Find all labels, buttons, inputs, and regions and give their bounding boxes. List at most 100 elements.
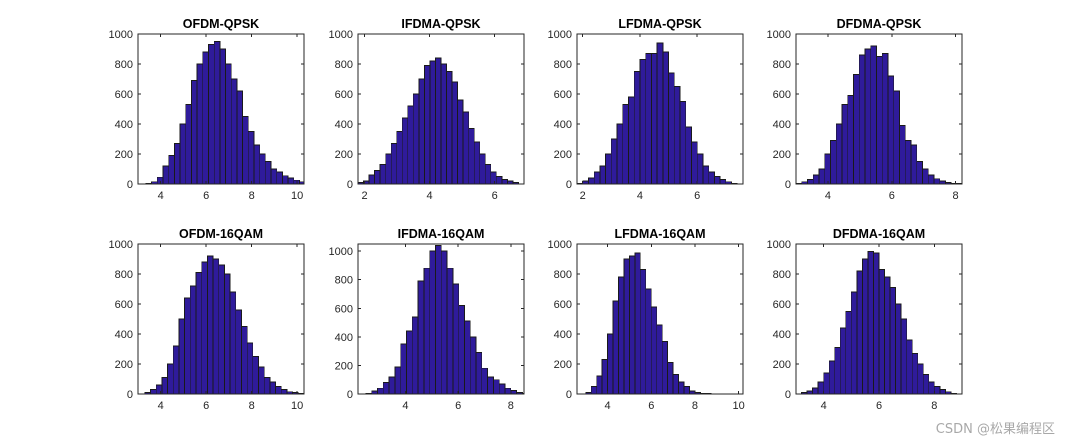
y-tick-label: 400 [554,329,572,341]
histogram-bar [229,291,237,394]
y-tick-label: 600 [335,89,353,101]
y-tick-label: 1000 [329,29,353,41]
y-tick-label: 1000 [767,29,791,41]
histogram-bar [504,387,512,394]
histogram-bar [884,276,891,394]
histogram-bar [429,60,436,184]
histogram-bar [407,105,414,184]
histogram-bar [281,175,289,184]
histogram-bar [678,381,685,394]
histogram-bar [628,96,635,184]
x-tick-label: 6 [889,190,895,202]
histogram-bar [168,155,175,184]
y-tick-label: 400 [115,119,133,131]
y-tick-label: 0 [785,389,791,401]
y-tick-label: 200 [335,360,353,372]
histogram-bar [208,44,215,184]
histogram-bar [887,75,895,184]
histogram-bar [622,104,629,184]
histogram-bar [916,161,923,184]
histogram-bar [889,287,896,394]
bars-group [801,251,957,394]
watermark: CSDN @松果编程区 [935,422,1055,437]
histogram-bar [189,285,197,394]
subplot-title: OFDM-QPSK [183,17,259,31]
histogram-bar [683,386,690,394]
y-tick-label: 800 [335,59,353,71]
histogram-bar [451,81,459,184]
histogram-bar [651,53,658,184]
histogram-bar [498,383,506,394]
histogram-bar [388,376,396,394]
histogram-bar [610,138,618,184]
histogram-bar [206,255,214,394]
histogram-bar [191,80,198,184]
histogram-bar [276,171,283,184]
bars-group [585,252,723,394]
x-tick-label: 2 [361,190,367,202]
subplot-title: IFDMA-QPSK [401,17,480,31]
histogram-bar [599,165,607,184]
histogram-bar [423,65,431,184]
histogram-bar [213,41,221,184]
histogram-bar [668,72,675,184]
y-tick-label: 600 [773,299,791,311]
histogram-bar [396,131,403,184]
histogram-bar [667,362,674,394]
histogram-bar [196,63,204,184]
histogram-bar [679,101,687,184]
histogram-bar [440,63,447,184]
histogram-bar [462,111,470,184]
histogram-bar [878,269,885,394]
bars-group [577,42,738,184]
histogram-bar [623,258,630,394]
histogram-bar [280,389,288,394]
histogram-bar [446,267,454,394]
y-tick-label: 0 [566,179,572,191]
histogram-bar [263,377,271,394]
y-tick-label: 200 [554,359,572,371]
histogram-bar [639,59,647,184]
histogram-bar [864,48,872,184]
histogram-bar [823,372,830,394]
histogram-bar [241,326,248,394]
histogram-bar [917,363,924,394]
histogram-bar [235,309,242,394]
histogram-bar [601,359,608,394]
histogram-bar [876,56,883,184]
histogram-bar [377,387,384,394]
y-tick-label: 800 [335,275,353,287]
histogram-bar [493,379,500,394]
histogram-bar [212,258,220,394]
histogram-bar [633,71,641,184]
histogram-bar [713,176,721,184]
y-tick-label: 800 [773,59,791,71]
histogram-bar [468,128,475,184]
y-tick-label: 0 [347,389,353,401]
histogram-bar [939,389,946,394]
subplot-3: 0 200 400 600 800 1000 2 4 6 LFDMA-QPSK [548,17,744,202]
y-tick-label: 400 [773,119,791,131]
histogram-bar [824,153,831,184]
x-tick-label: 4 [158,400,164,412]
histogram-bar [417,280,425,394]
histogram-bar [469,336,477,394]
histogram-bar [473,141,481,184]
y-tick-label: 600 [554,299,572,311]
histogram-bar [858,54,866,184]
subplot-title: IFDMA-16QAM [398,227,485,241]
subplot-4: 0 200 400 600 800 1000 4 6 8 DFDMA-QPSK [767,17,963,202]
histogram-bar [512,182,519,184]
histogram-bar [368,174,376,184]
histogram-bar [406,330,413,394]
histogram-bar [650,306,658,394]
x-tick-label: 6 [876,400,882,412]
histogram-bar [922,374,930,394]
y-tick-label: 200 [773,149,791,161]
x-tick-label: 6 [694,190,700,202]
histogram-bar [185,104,192,184]
histogram-bar [481,367,489,394]
subplot-2: 0 200 400 600 800 1000 2 4 6 IFDMA-QPSK [329,17,525,202]
subplot-title: LFDMA-QPSK [618,17,701,31]
histogram-bar [933,386,941,394]
